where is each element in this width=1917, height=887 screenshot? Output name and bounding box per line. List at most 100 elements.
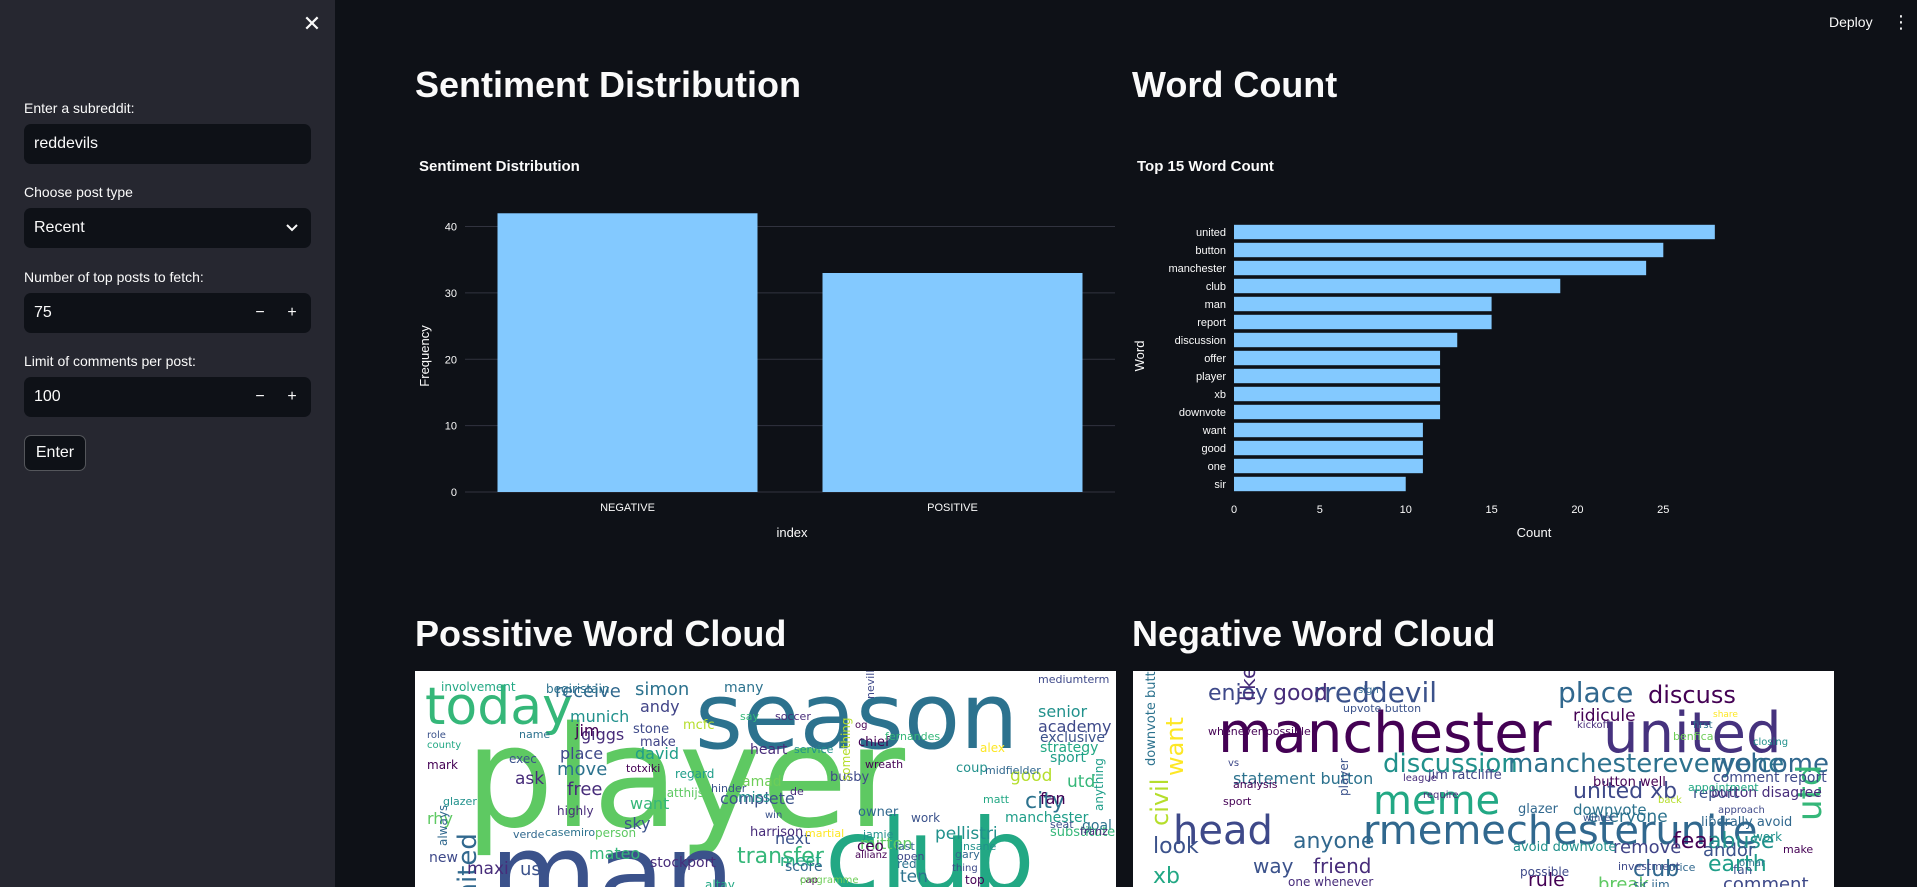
cloud-word: kickoff: [1577, 720, 1610, 731]
cloud-word: mitten: [860, 834, 913, 853]
cloud-word: gary: [955, 848, 980, 861]
cloud-word: remove: [1613, 837, 1682, 858]
y-tick-label: 0: [451, 487, 457, 499]
cloud-word: wreath: [865, 758, 904, 771]
bar-player: [1234, 368, 1441, 384]
cloud-word: casemiro: [545, 826, 596, 839]
bar-man: [1234, 296, 1492, 312]
cloud-word: earth: [1708, 852, 1767, 877]
y-tick-label: 10: [445, 421, 457, 433]
comments-limit-decrement-button[interactable]: −: [255, 388, 265, 405]
cloud-word: david: [635, 744, 680, 763]
cloud-word: thing: [952, 863, 978, 874]
cloud-word: owner: [858, 805, 899, 820]
cloud-word: require: [1423, 790, 1459, 801]
cloud-word: verde: [513, 828, 545, 841]
cloud-word: new: [429, 850, 458, 866]
bar-club: [1234, 278, 1561, 294]
cloud-word: substitute: [1050, 825, 1116, 840]
cloud-word: de: [790, 785, 804, 798]
cloud-word: ridicule: [1573, 706, 1636, 726]
wordcount-chart-title: Top 15 Word Count: [1137, 158, 1274, 175]
cloud-word: last: [895, 840, 915, 853]
cloud-word: player: [1337, 758, 1351, 796]
cloud-word: winter: [1583, 813, 1615, 824]
bar-united: [1234, 224, 1715, 240]
cloud-word: midfielder: [985, 764, 1041, 777]
cloud-word: welcome: [1713, 749, 1830, 779]
cloud-word: analysis: [1233, 778, 1278, 791]
cloud-word: open: [897, 850, 925, 863]
cloud-word: cap: [800, 875, 818, 886]
cloud-word: fan: [1040, 789, 1066, 808]
cloud-word: place: [1558, 676, 1634, 709]
bar-offer: [1234, 350, 1441, 366]
chevron-down-icon: [285, 208, 299, 263]
cloud-word: programme: [800, 875, 859, 886]
cloud-word: martial: [805, 827, 845, 840]
cloud-word: chief: [858, 735, 890, 750]
deploy-button[interactable]: Deploy: [1829, 14, 1873, 30]
cloud-word: want: [1161, 717, 1189, 776]
top-posts-decrement-button[interactable]: −: [255, 304, 265, 321]
cloud-word: manchester: [1005, 810, 1089, 826]
cloud-word: munich: [570, 707, 630, 726]
cloud-word: break: [1598, 874, 1649, 887]
cloud-word: andor: [1703, 840, 1756, 861]
cloud-word: today: [425, 677, 573, 737]
cloud-word: regard: [675, 767, 715, 781]
negative-word-cloud-image: manchester united rmemechesterunite head mem…: [1133, 671, 1834, 887]
wordcount-chart: Word Count united button manchester club man…: [1132, 224, 1715, 540]
cloud-word: senior: [1038, 702, 1088, 721]
cloud-word: simon: [635, 679, 690, 700]
y-tick-label: good: [1202, 443, 1226, 455]
cloud-word: one whenever: [1288, 875, 1374, 887]
bar-discussion: [1234, 332, 1458, 348]
subreddit-input[interactable]: reddevils: [24, 124, 311, 164]
top-posts-increment-button[interactable]: +: [287, 304, 297, 321]
cloud-word: ask: [515, 769, 545, 789]
cloud-word: investment: [1618, 860, 1681, 873]
close-sidebar-button[interactable]: ✕: [300, 12, 324, 36]
cloud-word: alex: [980, 741, 1005, 755]
top-posts-input[interactable]: 75 − +: [24, 293, 311, 333]
sentiment-xlabel: index: [776, 525, 808, 540]
cloud-word: top: [965, 873, 985, 887]
cloud-word: possible: [1520, 865, 1570, 879]
cloud-word: whenever possible: [1208, 725, 1311, 738]
comments-limit-input[interactable]: 100 − +: [24, 377, 311, 417]
cloud-word: sir jim: [1633, 878, 1670, 887]
cloud-word: omar: [1739, 858, 1766, 869]
comments-limit-increment-button[interactable]: +: [287, 388, 297, 405]
cloud-word: player: [465, 697, 906, 860]
cloud-word: season: [695, 671, 1019, 770]
close-icon: ✕: [302, 11, 322, 36]
cloud-word: price: [1668, 861, 1696, 874]
positive-word-cloud-image: player season today club man united city pellis…: [415, 671, 1116, 887]
cloud-word: goal: [1082, 818, 1112, 834]
sidebar: ✕ Enter a subreddit: reddevils Choose po…: [0, 0, 335, 887]
cloud-word: ten: [900, 867, 928, 887]
post-type-select[interactable]: Recent: [24, 208, 311, 248]
cloud-word: mediumterm: [1038, 673, 1110, 686]
cloud-word: utd: [1067, 772, 1096, 792]
cloud-word: complete: [720, 789, 795, 808]
y-tick-label: 30: [445, 288, 457, 300]
bar-sir: [1234, 476, 1406, 492]
cloud-word: score: [785, 859, 823, 875]
y-tick-label: 40: [445, 222, 457, 234]
cloud-word: abuse: [1708, 829, 1775, 854]
cloud-word: sky: [624, 814, 651, 833]
cloud-word: league: [1403, 773, 1437, 784]
bar-negative: [497, 213, 758, 492]
y-tick-label: one: [1208, 461, 1226, 473]
cloud-word: academy: [1038, 717, 1112, 736]
kebab-menu-icon[interactable]: ⋮: [1892, 12, 1910, 32]
cloud-word: good: [1010, 766, 1053, 786]
enter-button[interactable]: Enter: [24, 435, 86, 471]
cloud-word: want: [630, 794, 670, 813]
cloud-word: rhy: [427, 809, 453, 828]
bar-good: [1234, 440, 1423, 456]
cloud-word: downvote button: [1144, 671, 1159, 766]
wordcount-heading: Word Count: [1132, 64, 1338, 105]
